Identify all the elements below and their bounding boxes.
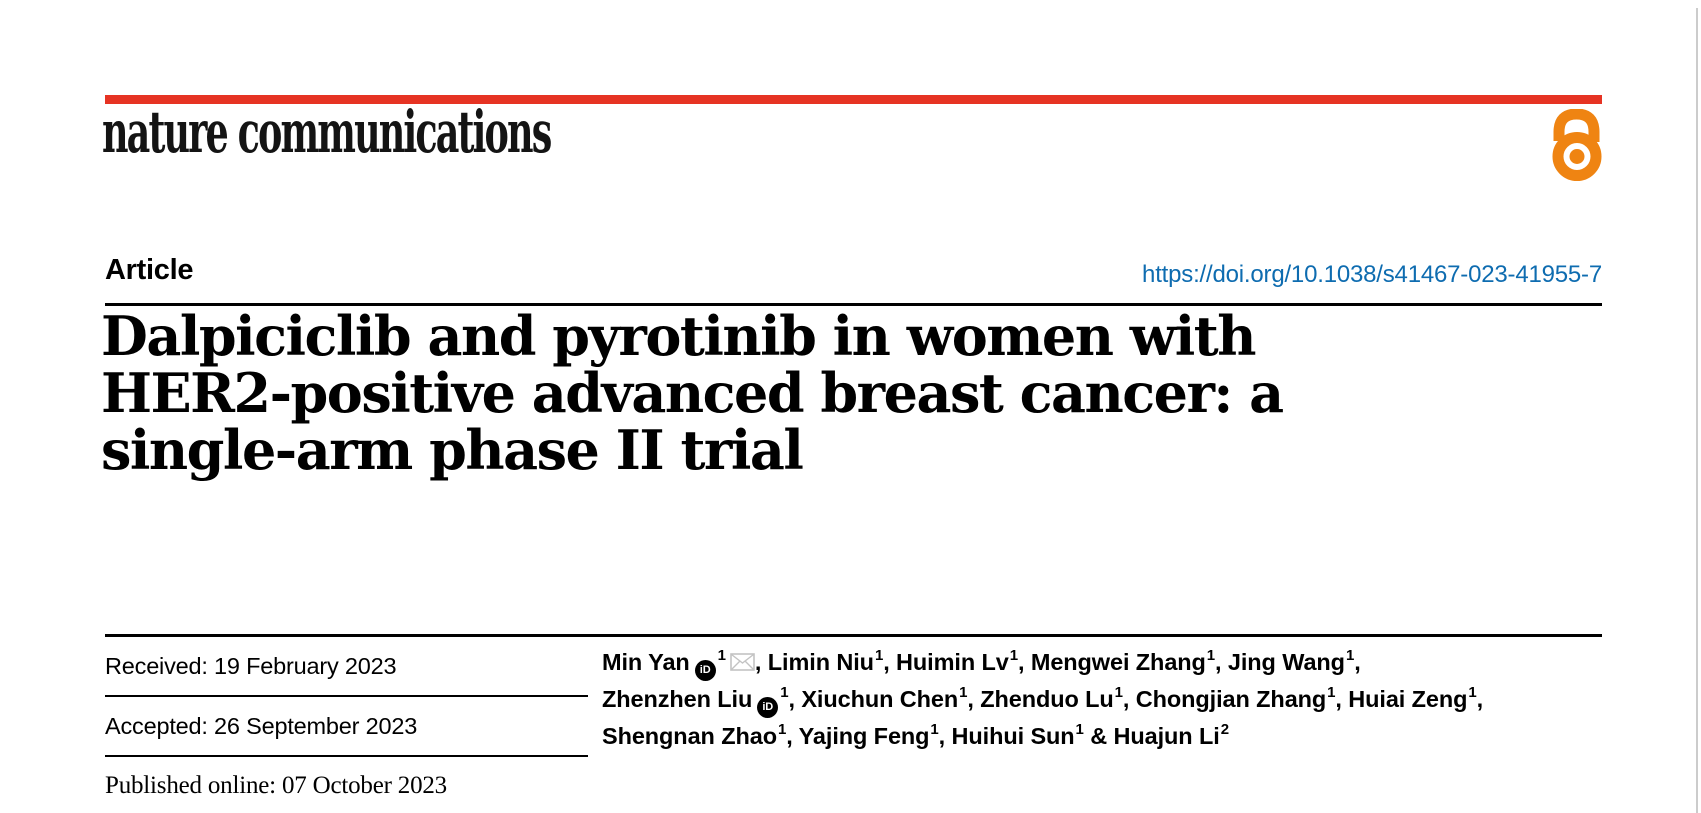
orcid-icon[interactable]: iD bbox=[694, 659, 716, 681]
doi-link[interactable]: https://doi.org/10.1038/s41467-023-41955… bbox=[1142, 261, 1602, 288]
affiliation-superscript: 1 bbox=[777, 720, 787, 738]
author-name: Yajing Feng bbox=[798, 722, 930, 749]
affiliation-superscript: 1 bbox=[1468, 684, 1477, 702]
affiliation-superscript: 1 bbox=[717, 647, 726, 665]
open-access-lock-icon bbox=[1552, 109, 1602, 181]
author-name: Xiuchun Chen bbox=[801, 686, 959, 712]
author-separator: , bbox=[788, 686, 802, 712]
author-separator: , bbox=[967, 686, 981, 712]
affiliation-superscript: 1 bbox=[1206, 647, 1216, 665]
affiliation-superscript: 1 bbox=[874, 647, 884, 665]
author-separator: , bbox=[754, 649, 768, 675]
author-separator: , bbox=[1122, 686, 1136, 712]
author-separator: , bbox=[883, 649, 897, 675]
author-separator: , bbox=[938, 722, 952, 749]
author-separator: , bbox=[1476, 686, 1484, 712]
author-name: Zhenduo Lu bbox=[980, 686, 1114, 712]
author-name: Huiai Zeng bbox=[1348, 686, 1468, 712]
date-row-received: Received: 19 February 2023 bbox=[105, 637, 588, 697]
author-name: Min Yan bbox=[602, 649, 690, 675]
author-name: Limin Niu bbox=[767, 649, 874, 675]
date-row-accepted: Accepted: 26 September 2023 bbox=[105, 697, 588, 757]
author-name: Jing Wang bbox=[1227, 649, 1345, 675]
affiliation-superscript: 1 bbox=[1075, 720, 1084, 738]
author-name: Chongjian Zhang bbox=[1135, 686, 1327, 712]
affiliation-superscript: 2 bbox=[1220, 720, 1229, 738]
date-text: Received: 19 February 2023 bbox=[105, 652, 397, 679]
author-line: Shengnan Zhao1, Yajing Feng1, Huihui Sun… bbox=[602, 718, 1612, 754]
date-text: Accepted: 26 September 2023 bbox=[105, 712, 418, 739]
author-line: Min Yan iD1, Limin Niu1, Huimin Lv1, Meng… bbox=[602, 644, 1612, 681]
affiliation-superscript: 1 bbox=[1114, 684, 1123, 702]
journal-brand-bar bbox=[105, 95, 1602, 104]
author-separator: , bbox=[1017, 649, 1031, 675]
affiliation-superscript: 1 bbox=[1345, 647, 1355, 665]
dates-column: Received: 19 February 2023 Accepted: 26 S… bbox=[105, 637, 588, 813]
paper-title-line-2: HER2-positive advanced breast cancer: a bbox=[101, 361, 1284, 425]
author-name: Huajun Li bbox=[1113, 722, 1220, 749]
author-separator: , bbox=[1354, 649, 1361, 675]
authors-block: Min Yan iD1, Limin Niu1, Huimin Lv1, Meng… bbox=[602, 644, 1612, 754]
affiliation-superscript: 1 bbox=[930, 720, 939, 738]
paper-title-line-1: Dalpiciclib and pyrotinib in women with bbox=[101, 304, 1257, 368]
affiliation-superscript: 1 bbox=[1009, 647, 1018, 665]
journal-logo: nature communications bbox=[102, 98, 552, 166]
author-separator: , bbox=[1215, 649, 1228, 675]
author-name: Shengnan Zhao bbox=[602, 722, 777, 749]
paper-title: Dalpiciclib and pyrotinib in women with … bbox=[101, 308, 1561, 479]
author-line: Zhenzhen Liu iD1, Xiuchun Chen1, Zhenduo … bbox=[602, 681, 1612, 718]
author-separator: , bbox=[786, 722, 799, 749]
author-name: Zhenzhen Liu bbox=[602, 686, 753, 712]
date-row-publishedonline: Published online: 07 October 2023 bbox=[105, 757, 588, 813]
header-divider-rule bbox=[105, 303, 1602, 306]
author-separator: , bbox=[1335, 686, 1349, 712]
author-name: Mengwei Zhang bbox=[1030, 649, 1206, 675]
title-divider-rule bbox=[105, 634, 1602, 637]
affiliation-superscript: 1 bbox=[959, 684, 968, 702]
page-edge-line bbox=[1696, 8, 1698, 813]
email-icon[interactable] bbox=[730, 645, 755, 681]
author-separator: & bbox=[1083, 722, 1114, 749]
date-text: Published online: 07 October 2023 bbox=[105, 772, 447, 799]
author-name: Huihui Sun bbox=[951, 722, 1075, 749]
orcid-icon[interactable]: iD bbox=[757, 696, 779, 718]
article-type-label: Article bbox=[105, 254, 194, 286]
author-name: Huimin Lv bbox=[896, 649, 1009, 675]
affiliation-superscript: 1 bbox=[780, 684, 789, 702]
paper-title-line-3: single-arm phase II trial bbox=[101, 418, 804, 482]
affiliation-superscript: 1 bbox=[1327, 684, 1336, 702]
